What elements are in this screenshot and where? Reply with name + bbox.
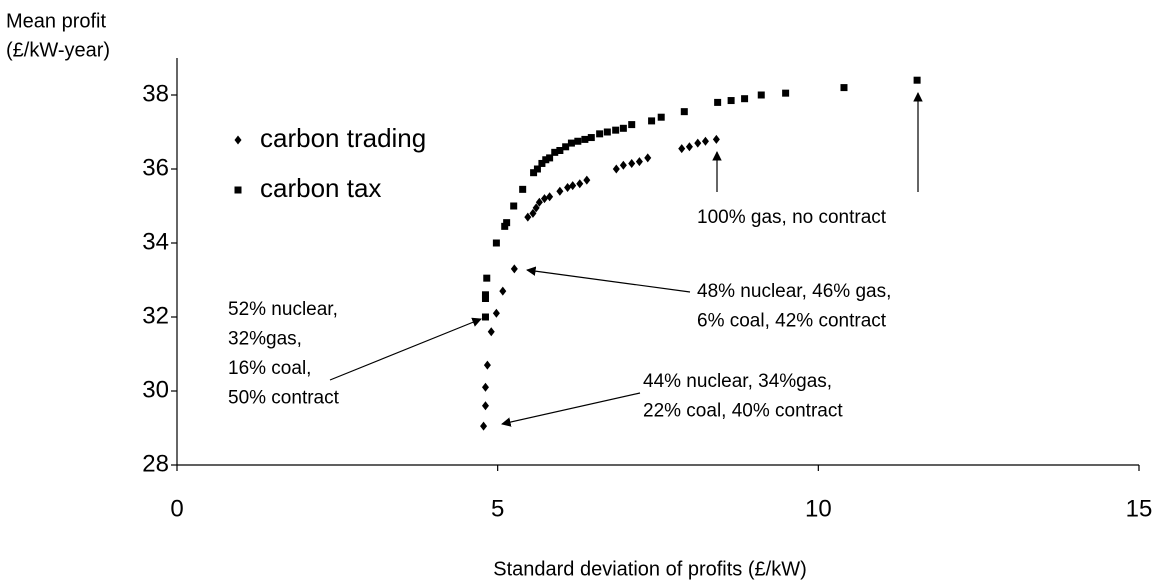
data-point bbox=[569, 181, 577, 191]
annotation: 44% nuclear, 34%gas, bbox=[643, 371, 832, 392]
data-point bbox=[612, 126, 620, 134]
data-point bbox=[619, 124, 627, 132]
data-point bbox=[840, 84, 848, 92]
data-point bbox=[757, 91, 765, 99]
annotation: 48% nuclear, 46% gas, bbox=[697, 281, 891, 302]
data-point bbox=[481, 401, 489, 411]
data-point bbox=[503, 219, 511, 227]
data-point bbox=[619, 160, 627, 170]
y-tick-label: 32 bbox=[142, 302, 169, 329]
annotation-arrows bbox=[329, 92, 923, 427]
data-point bbox=[657, 113, 665, 121]
x-tick-label: 5 bbox=[491, 495, 504, 522]
data-point bbox=[701, 136, 709, 146]
data-point bbox=[546, 154, 554, 162]
data-point bbox=[562, 143, 570, 151]
y-axis-title: Mean profit bbox=[6, 10, 106, 32]
data-point bbox=[551, 148, 559, 156]
data-point bbox=[612, 164, 620, 174]
arrow bbox=[526, 266, 691, 293]
data-point bbox=[483, 274, 491, 282]
data-point bbox=[583, 175, 591, 185]
y-tick-label: 30 bbox=[142, 376, 169, 403]
data-point bbox=[501, 222, 509, 230]
arrow bbox=[501, 392, 641, 427]
data-point bbox=[510, 264, 518, 274]
data-point bbox=[596, 130, 604, 138]
data-point bbox=[546, 192, 554, 202]
data-point bbox=[741, 95, 749, 103]
data-point bbox=[678, 144, 686, 154]
annotation: 16% coal, bbox=[228, 358, 311, 379]
legend-marker bbox=[234, 186, 242, 194]
data-point bbox=[519, 185, 527, 193]
data-point bbox=[492, 239, 500, 247]
data-point bbox=[487, 327, 495, 337]
data-point bbox=[587, 134, 595, 142]
data-point bbox=[542, 156, 550, 164]
data-point bbox=[556, 147, 564, 154]
data-point bbox=[524, 212, 532, 222]
x-tick-label: 15 bbox=[1126, 495, 1153, 522]
data-point bbox=[532, 203, 540, 213]
data-point bbox=[492, 308, 500, 318]
data-point bbox=[481, 313, 489, 321]
data-point bbox=[483, 360, 491, 370]
data-point bbox=[680, 108, 688, 116]
legend-label: carbon tax bbox=[260, 173, 381, 203]
annotation: 50% contract bbox=[228, 388, 340, 409]
data-point bbox=[714, 98, 722, 106]
data-point bbox=[533, 165, 541, 173]
data-point bbox=[694, 138, 702, 148]
data-point bbox=[480, 421, 488, 431]
data-point bbox=[913, 76, 921, 84]
data-point bbox=[603, 128, 611, 136]
x-tick-label: 0 bbox=[170, 495, 183, 522]
y-tick-label: 38 bbox=[142, 80, 169, 107]
annotation: 6% coal, 42% contract bbox=[697, 311, 887, 332]
data-point bbox=[481, 295, 489, 302]
annotation: 100% gas, no contract bbox=[697, 207, 887, 228]
data-point bbox=[581, 135, 589, 143]
data-point bbox=[644, 153, 652, 163]
data-point bbox=[727, 97, 735, 105]
data-point bbox=[530, 169, 538, 177]
data-point bbox=[556, 186, 564, 196]
data-point bbox=[576, 179, 584, 189]
y-tick-label: 36 bbox=[142, 154, 169, 181]
annotation: 52% nuclear, bbox=[228, 299, 338, 320]
data-point bbox=[564, 183, 572, 192]
x-axis-title: Standard deviation of profits (£/kW) bbox=[493, 558, 806, 580]
data-point bbox=[529, 208, 537, 218]
data-point bbox=[712, 134, 720, 144]
legend-marker bbox=[234, 135, 242, 145]
data-point bbox=[499, 286, 507, 296]
data-point bbox=[628, 121, 636, 129]
data-point bbox=[574, 137, 582, 145]
data-point bbox=[635, 157, 643, 167]
annotation: 32%gas, bbox=[228, 329, 302, 350]
data-point bbox=[481, 291, 489, 299]
data-point bbox=[510, 202, 518, 210]
data-point bbox=[481, 382, 489, 392]
x-tick-label: 10 bbox=[805, 495, 832, 522]
annotation: 22% coal, 40% contract bbox=[643, 401, 843, 422]
data-point bbox=[685, 142, 693, 152]
data-point bbox=[567, 139, 575, 147]
y-tick-label: 34 bbox=[142, 228, 169, 255]
legend-label: carbon trading bbox=[260, 123, 426, 153]
data-point bbox=[782, 89, 790, 97]
y-axis-title: (£/kW-year) bbox=[6, 39, 110, 61]
data-point bbox=[648, 117, 656, 125]
data-point bbox=[538, 159, 546, 167]
data-point bbox=[535, 197, 543, 207]
data-point bbox=[628, 158, 636, 168]
y-tick-label: 28 bbox=[142, 450, 169, 477]
data-point bbox=[540, 194, 548, 204]
arrow bbox=[329, 317, 482, 381]
